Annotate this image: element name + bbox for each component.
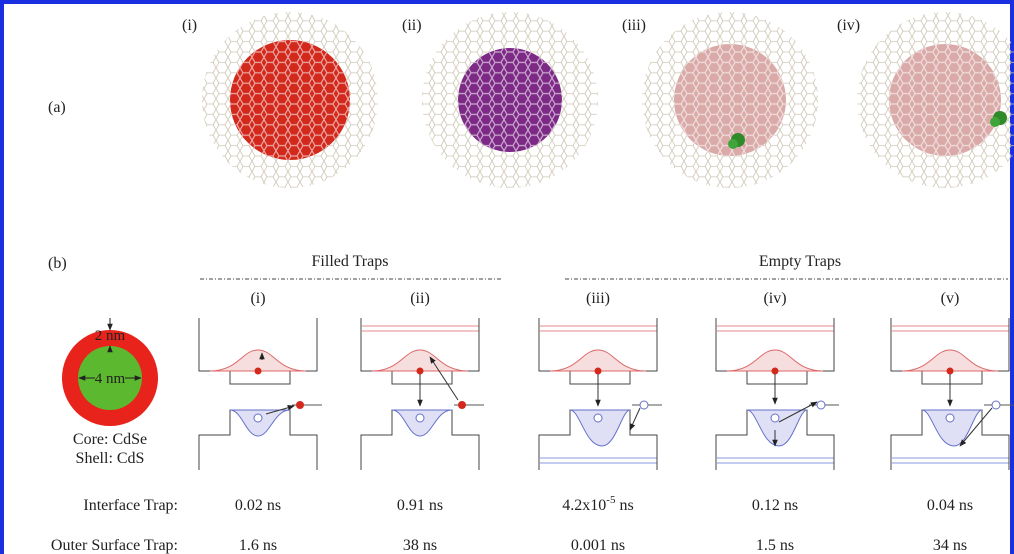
core-lattice <box>458 48 562 152</box>
structure-label: (i) <box>182 17 197 34</box>
band-diagram: (ii) <box>361 290 484 470</box>
electron <box>255 368 262 375</box>
band-diagram: (iii) <box>539 290 662 470</box>
groups: Filled Traps Empty Traps <box>200 253 1008 279</box>
hole <box>946 414 954 422</box>
lifetime: 0.02 ns <box>235 497 281 514</box>
case-label: (ii) <box>410 290 430 307</box>
trap-state <box>817 401 825 409</box>
trap-state <box>992 401 1000 409</box>
case-label: (v) <box>941 290 960 307</box>
panel-label: (b) <box>48 255 67 272</box>
core-lattice <box>230 40 350 160</box>
structure-label: (iv) <box>837 17 860 34</box>
lifetime: 0.91 ns <box>397 497 443 514</box>
hole <box>416 414 424 422</box>
hole-density <box>392 410 452 436</box>
dimension: 4 nm <box>95 371 126 387</box>
border-left <box>0 0 4 554</box>
panel-label: (a) <box>48 99 66 116</box>
trap-electron <box>458 401 466 409</box>
figure: (a) (b) Filled Traps Empty Traps 2 nm 4 … <box>0 0 1014 554</box>
band-diagram: (i) <box>199 290 322 470</box>
electron <box>417 368 424 375</box>
lifetime: 4.2x10-5 ns <box>562 494 633 514</box>
electron <box>772 368 779 375</box>
lifetime: 0.04 ns <box>927 497 973 514</box>
trap <box>728 139 738 149</box>
hole <box>254 414 262 422</box>
core-lattice <box>889 44 1001 156</box>
core-lattice <box>674 44 786 156</box>
border-top <box>0 0 1014 4</box>
case-label: (i) <box>250 290 265 307</box>
electron <box>947 368 954 375</box>
hole-density <box>230 410 290 436</box>
group-title: Filled Traps <box>312 253 389 270</box>
trap-electron <box>296 401 304 409</box>
transition-arrow <box>630 408 640 430</box>
hole <box>594 414 602 422</box>
structure-label: (iii) <box>622 17 646 34</box>
lifetime: 38 ns <box>403 537 437 554</box>
mantissa: 4.2x10 <box>562 497 606 514</box>
band-diagram: (iv) <box>716 290 839 470</box>
group-title: Empty Traps <box>759 253 841 270</box>
row-label: Outer Surface Trap: <box>51 537 178 554</box>
case-label: (iii) <box>586 290 610 307</box>
lifetime: 0.12 ns <box>752 497 798 514</box>
schematic: 2 nm 4 nm Core: CdSe Shell: CdS <box>62 318 158 467</box>
lifetime: 1.5 ns <box>756 537 794 554</box>
lifetime: 1.6 ns <box>239 537 277 554</box>
lifetime: 34 ns <box>933 537 967 554</box>
caption: Shell: CdS <box>76 450 145 467</box>
unit: ns <box>615 497 633 514</box>
hole <box>771 414 779 422</box>
lifetime: 0.001 ns <box>571 537 625 554</box>
band-diagram: (v) <box>891 290 1014 470</box>
case-label: (iv) <box>763 290 786 307</box>
dimension: 2 nm <box>95 328 126 344</box>
caption: Core: CdSe <box>73 431 147 448</box>
structure-label: (ii) <box>402 17 422 34</box>
row-label: Interface Trap: <box>83 497 178 514</box>
trap <box>990 117 1000 127</box>
electron <box>595 368 602 375</box>
trap-state <box>640 401 648 409</box>
